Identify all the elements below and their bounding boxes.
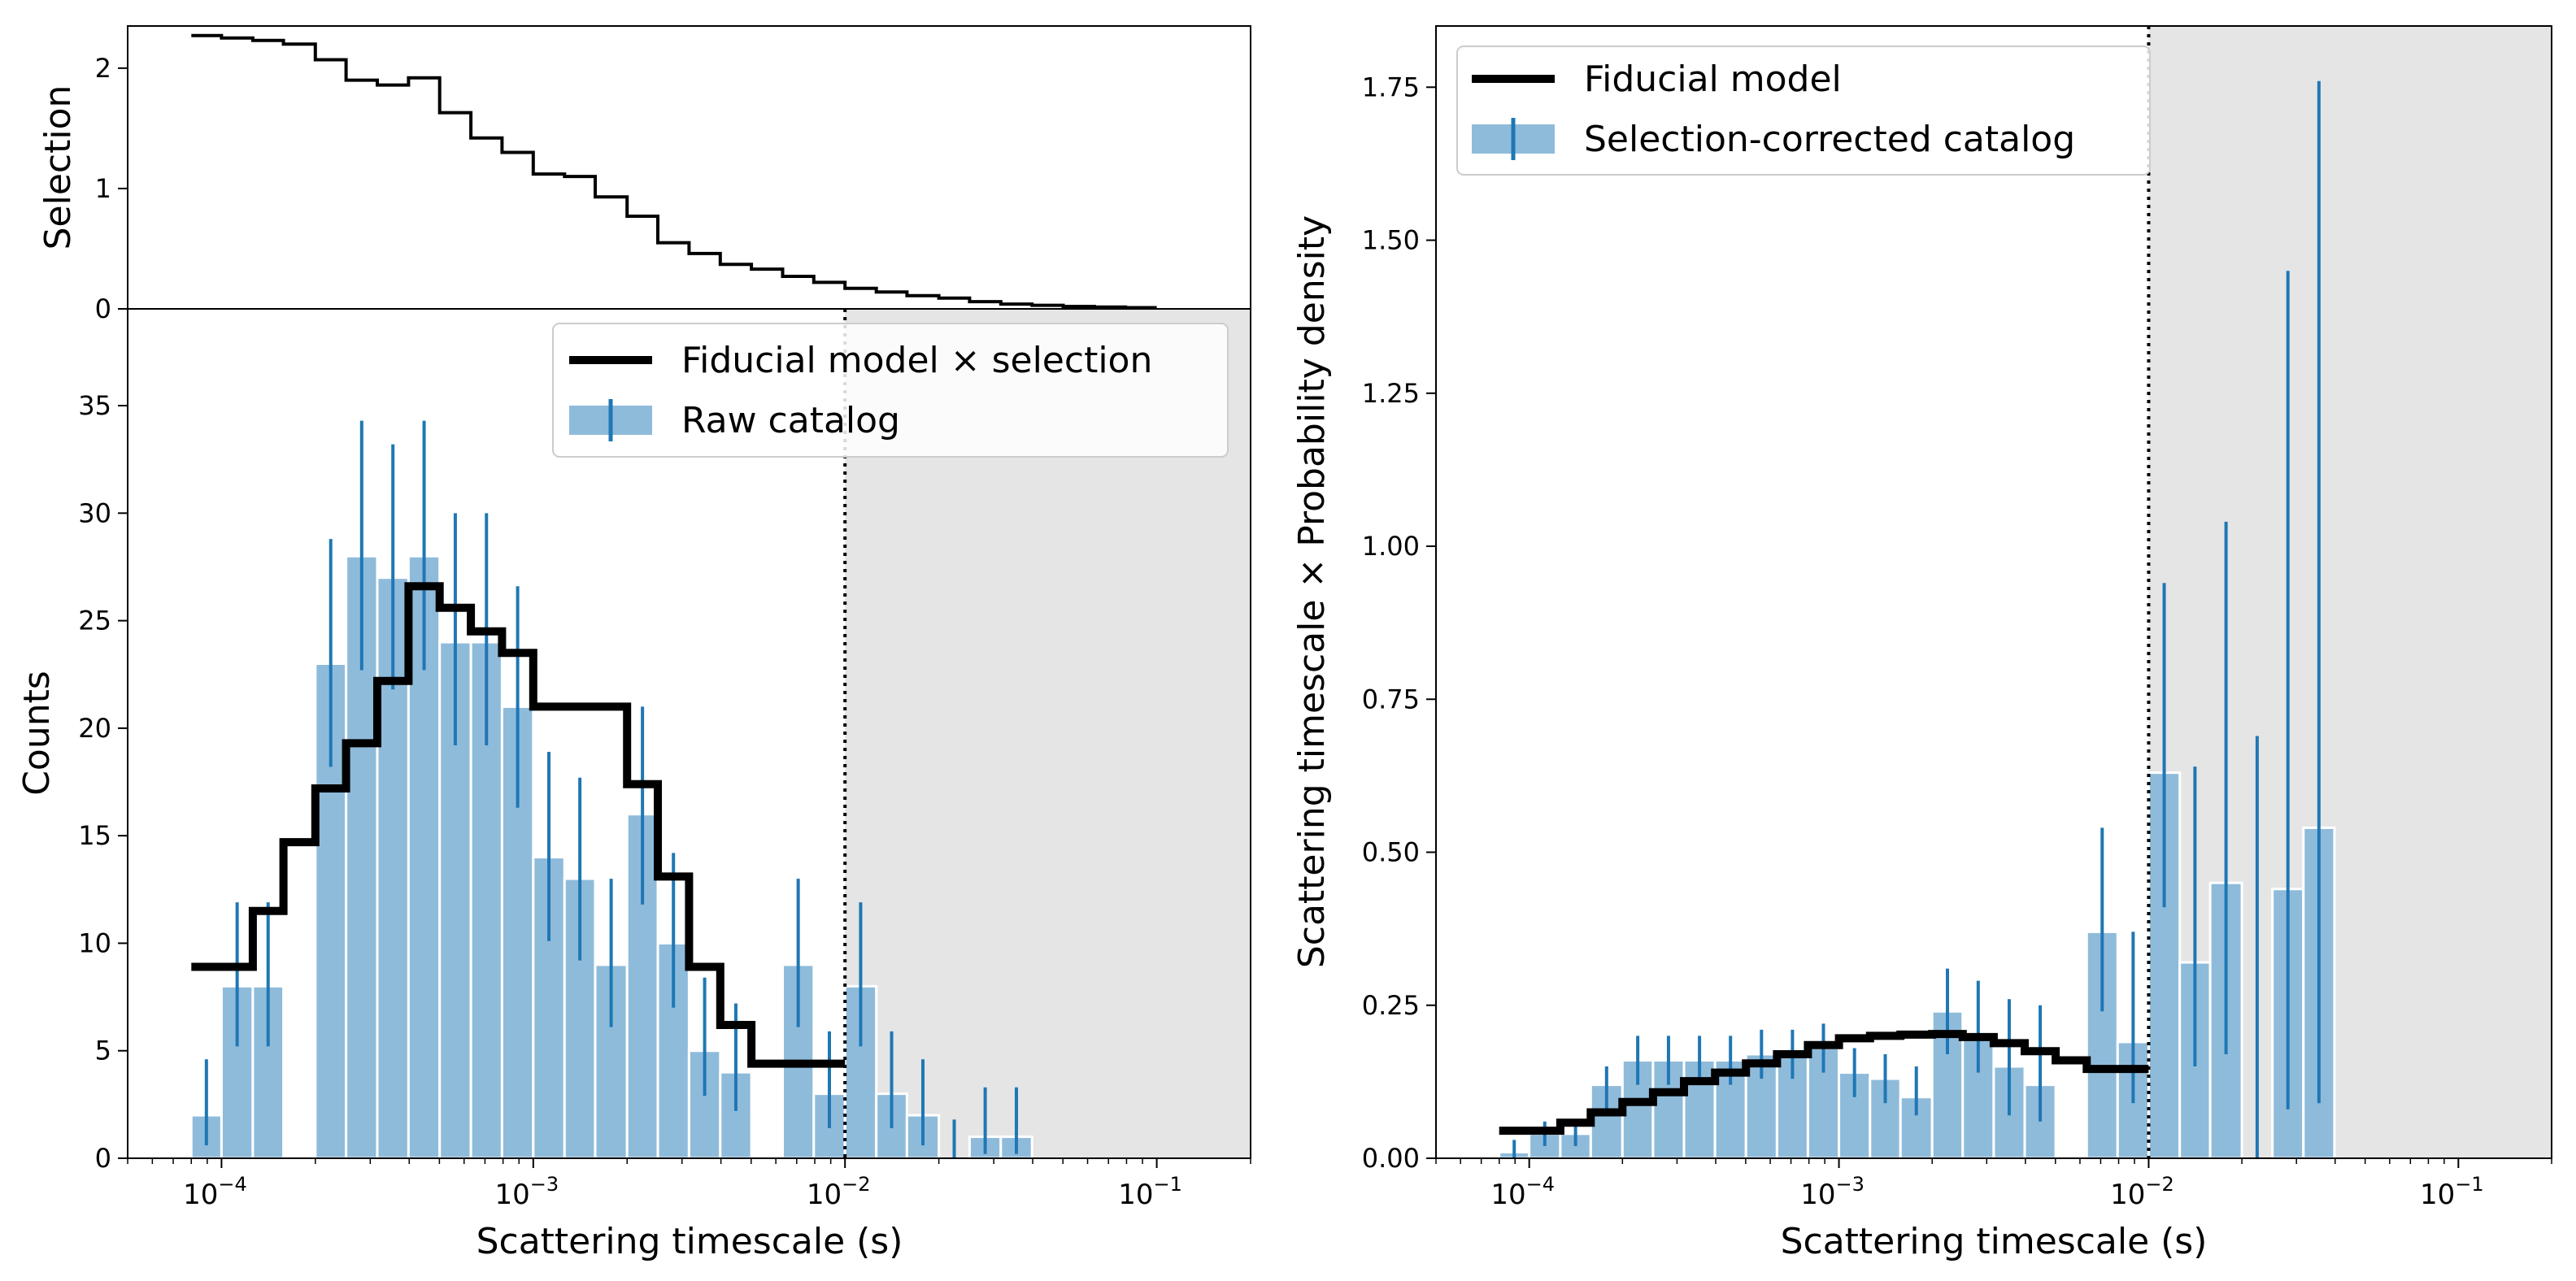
counts-xtick-label: 10−3 — [494, 1173, 559, 1211]
density-ytick-label: 1.00 — [1362, 531, 1420, 562]
density-legend-box — [1456, 46, 2151, 176]
selection-panel: 0 1 2 Selection — [37, 25, 1251, 324]
counts-legend-box — [552, 323, 1229, 458]
density-xtick-label: 10−4 — [1490, 1173, 1555, 1211]
counts-xtick-label: 10−4 — [183, 1173, 247, 1211]
selection-ytick-label: 0 — [95, 293, 111, 324]
density-xlabel: Scattering timescale (s) — [1781, 1221, 2208, 1262]
counts-ytick-label: 5 — [95, 1036, 111, 1066]
counts-ytick-label: 20 — [78, 713, 111, 744]
selection-ytick-label: 1 — [95, 173, 111, 204]
density-legend-bar-label: Selection-corrected catalog — [1584, 119, 2075, 160]
selection-ylabel: Selection — [37, 85, 79, 250]
density-frame — [1435, 25, 2552, 1159]
density-ytick-label: 0.25 — [1362, 990, 1420, 1021]
selection-plot-area — [128, 26, 1251, 309]
density-ylabel: Scattering timescale × Probability densi… — [1291, 215, 1333, 968]
density-ytick-label: 1.75 — [1362, 72, 1420, 102]
counts-xtick-label: 10−1 — [1118, 1173, 1182, 1211]
density-panel: 0.00 0.25 0.50 0.75 1.00 1.25 1.50 1.75 10−4 10−… — [1291, 25, 2552, 1262]
counts-ytick-label: 30 — [78, 497, 111, 528]
counts-ytick-label: 0 — [95, 1143, 111, 1174]
selection-ytick-label: 2 — [95, 53, 111, 84]
counts-xlabel: Scattering timescale (s) — [476, 1221, 903, 1262]
density-ytick-label: 0.50 — [1362, 837, 1420, 868]
counts-xtick-label: 10−2 — [807, 1173, 871, 1211]
counts-ytick-label: 15 — [78, 820, 111, 851]
density-legend-model-label: Fiducial model — [1584, 59, 1842, 100]
counts-ytick-label: 10 — [78, 927, 111, 958]
density-legend: Fiducial model Selection-corrected catal… — [1456, 46, 2151, 176]
density-xtick-label: 10−2 — [2110, 1173, 2174, 1211]
counts-frame — [127, 308, 1251, 1159]
counts-legend: Fiducial model × selection Raw catalog — [552, 323, 1229, 458]
selection-step-line — [191, 33, 1157, 310]
counts-ylabel: Counts — [16, 671, 58, 796]
counts-legend-model-label: Fiducial model × selection — [681, 340, 1152, 381]
density-xtick-label: 10−1 — [2420, 1173, 2484, 1211]
density-xtick-label: 10−3 — [1800, 1173, 1865, 1211]
counts-ytick-label: 35 — [78, 390, 111, 421]
counts-model-line — [191, 582, 846, 1068]
density-ytick-label: 1.25 — [1362, 378, 1420, 409]
density-ytick-label: 0.00 — [1362, 1143, 1420, 1174]
counts-panel: 0 5 10 15 20 25 30 35 10−4 10−3 10−2 10−1 Counts S… — [16, 308, 1251, 1262]
density-ytick-label: 1.50 — [1362, 225, 1420, 256]
counts-ytick-label: 25 — [78, 606, 111, 636]
density-ytick-label: 0.75 — [1362, 684, 1420, 714]
density-model-line — [1499, 1030, 2149, 1136]
counts-legend-bar-label: Raw catalog — [681, 400, 900, 441]
